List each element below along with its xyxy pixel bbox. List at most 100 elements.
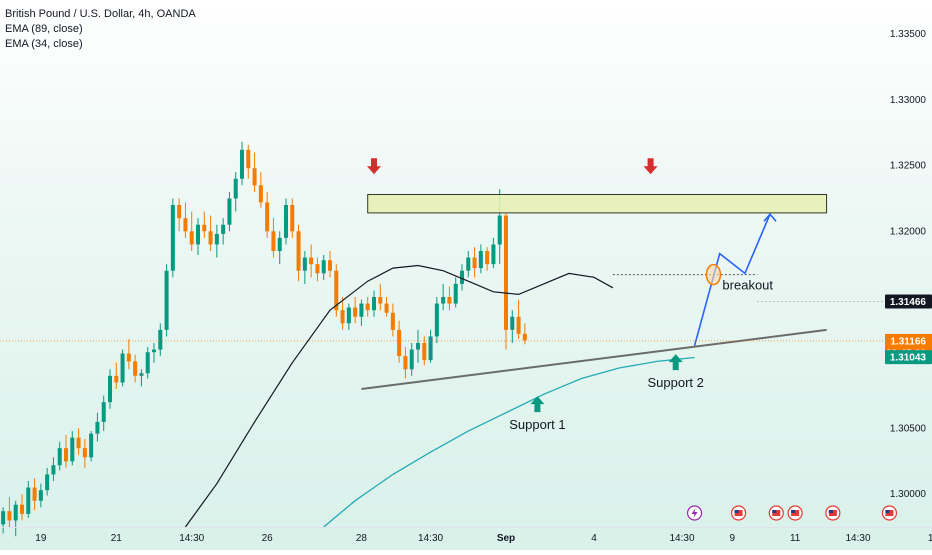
candle	[302, 251, 307, 284]
candle	[89, 431, 94, 462]
candle	[57, 441, 62, 471]
candle-body	[271, 231, 276, 252]
candle	[334, 264, 339, 317]
candle-body	[82, 448, 87, 458]
candle-body	[497, 215, 502, 245]
candle	[145, 346, 150, 379]
candle-body	[428, 336, 433, 361]
candle-body	[403, 356, 408, 370]
us-flag-canton	[828, 510, 833, 513]
candle-body	[283, 205, 289, 238]
resistance-zone	[367, 194, 828, 214]
candle	[359, 299, 364, 326]
candle	[38, 483, 43, 508]
candle	[13, 500, 18, 537]
candle-body	[208, 231, 213, 245]
candle	[459, 264, 465, 291]
candle	[390, 303, 395, 337]
candle	[26, 481, 31, 518]
candle-body	[51, 465, 56, 475]
candle	[139, 369, 144, 387]
candle	[202, 211, 207, 238]
candle	[510, 310, 515, 344]
candle	[1, 507, 6, 534]
candle-body	[195, 224, 201, 245]
price-tick-label: 1.33000	[890, 95, 927, 106]
us-flag-canton	[772, 510, 777, 513]
candle-body	[309, 257, 314, 265]
candle-body	[485, 251, 490, 265]
candle	[258, 172, 263, 208]
time-axis[interactable]: 192114:30262814:30Sep414:3091114:3016181…	[0, 527, 932, 545]
candle	[384, 297, 389, 317]
candle-body	[164, 270, 169, 330]
candle-body	[296, 231, 301, 271]
candle	[63, 435, 69, 468]
candle-body	[334, 270, 339, 311]
candle-body	[390, 312, 395, 330]
candle-body	[359, 303, 364, 317]
candle-body	[221, 224, 226, 234]
candle	[327, 251, 333, 278]
candle	[214, 224, 219, 258]
candle	[133, 354, 138, 383]
candle-body	[76, 437, 81, 449]
candle	[227, 191, 232, 232]
candle-body	[302, 257, 307, 271]
ema34-line	[184, 264, 614, 528]
candle-body	[170, 205, 175, 271]
candle-body	[239, 149, 245, 179]
candle	[101, 395, 106, 432]
candle	[340, 297, 345, 330]
projection-arrowhead	[763, 212, 777, 222]
candle-body	[70, 437, 75, 462]
candle-body	[114, 375, 119, 383]
candle	[290, 198, 295, 238]
price-tick-label: 1.32500	[890, 161, 927, 172]
candle	[466, 251, 471, 278]
time-tick-label: 14:30	[669, 533, 694, 544]
ema34-legend[interactable]: EMA (34, close)	[5, 38, 83, 50]
candle	[76, 428, 81, 455]
time-tick-label: 14:30	[845, 533, 870, 544]
candle	[208, 215, 213, 252]
candle-body	[327, 260, 333, 271]
candle-body	[177, 205, 182, 219]
candle-body	[1, 511, 6, 525]
candle	[51, 457, 56, 482]
breakout-marker	[705, 263, 722, 286]
candle-body	[453, 283, 458, 304]
candle	[177, 198, 182, 232]
candle-body	[321, 260, 326, 274]
candle	[516, 299, 521, 340]
candle-body	[158, 329, 163, 350]
ema89-legend[interactable]: EMA (89, close)	[5, 23, 83, 35]
candle	[45, 467, 50, 496]
candle	[32, 478, 37, 510]
candle-body	[265, 202, 270, 232]
candle	[7, 496, 12, 527]
candle-body	[371, 297, 377, 311]
candle-body	[516, 316, 521, 334]
candle	[252, 152, 257, 192]
candle	[453, 277, 458, 308]
candle	[397, 320, 402, 363]
candle-body	[233, 178, 238, 199]
candle-body	[522, 333, 527, 341]
symbol-title[interactable]: British Pound / U.S. Dollar, 4h, OANDA	[5, 8, 196, 20]
time-tick-label: 9	[730, 533, 736, 544]
candle	[315, 257, 320, 282]
candle	[371, 290, 377, 317]
events-layer	[686, 505, 898, 521]
candle-body	[315, 264, 320, 274]
ema89-price-badge: 1.31043	[890, 353, 927, 364]
price-tick-label: 1.30000	[890, 489, 927, 500]
candle	[277, 231, 282, 265]
price-axis[interactable]: 1.33500 1.33000 1.32500 1.32000 1.30500 1.300…	[885, 29, 932, 500]
candle	[164, 264, 169, 337]
hline-price-badge-bg	[885, 294, 932, 309]
candle-body	[32, 487, 37, 501]
candle	[283, 198, 289, 245]
